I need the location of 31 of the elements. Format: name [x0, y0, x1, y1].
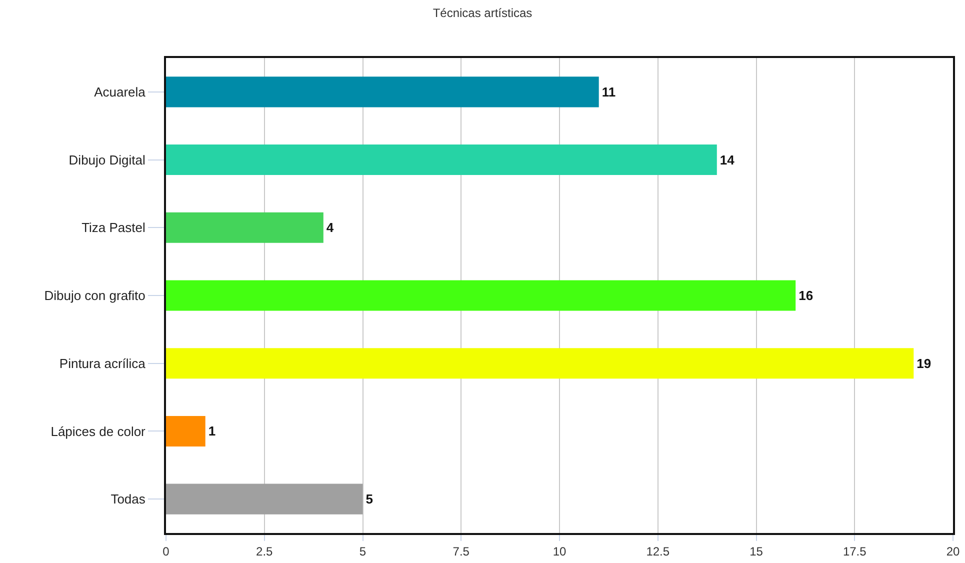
x-tick-label: 0 — [162, 544, 170, 558]
data-label: 4 — [326, 220, 334, 236]
y-tick-label: Dibujo Digital — [68, 152, 146, 168]
y-tick-label: Acuarela — [94, 84, 146, 100]
bar — [166, 280, 796, 311]
bar — [166, 144, 717, 176]
bar — [166, 484, 363, 514]
x-tick-label: 2.5 — [256, 544, 274, 558]
chart-title: Técnicas artísticas — [432, 6, 532, 20]
x-tick-label: 20 — [946, 544, 960, 558]
bar — [166, 348, 914, 379]
bar — [166, 212, 324, 243]
y-tick-label: Todas — [110, 492, 146, 507]
data-label: 1 — [208, 424, 216, 439]
x-tick-label: 12.5 — [646, 544, 670, 558]
x-tick-label: 5 — [359, 544, 366, 558]
data-label: 11 — [602, 84, 616, 100]
x-tick-label: 10 — [552, 544, 566, 558]
y-tick-label: Pintura acrílica — [59, 356, 146, 371]
x-tick-label: 15 — [750, 544, 764, 558]
bar — [166, 416, 206, 446]
x-tick-label: 7.5 — [452, 544, 470, 558]
x-tick-label: 17.5 — [842, 544, 867, 558]
y-tick-label: Lápices de color — [50, 424, 146, 439]
data-label: 5 — [366, 492, 373, 507]
data-label: 16 — [798, 288, 814, 303]
y-tick-label: Tiza Pastel — [82, 220, 146, 236]
bar — [166, 76, 599, 108]
y-tick-label: Dibujo con grafito — [44, 288, 146, 304]
data-label: 19 — [916, 356, 932, 371]
data-label: 14 — [720, 152, 736, 168]
